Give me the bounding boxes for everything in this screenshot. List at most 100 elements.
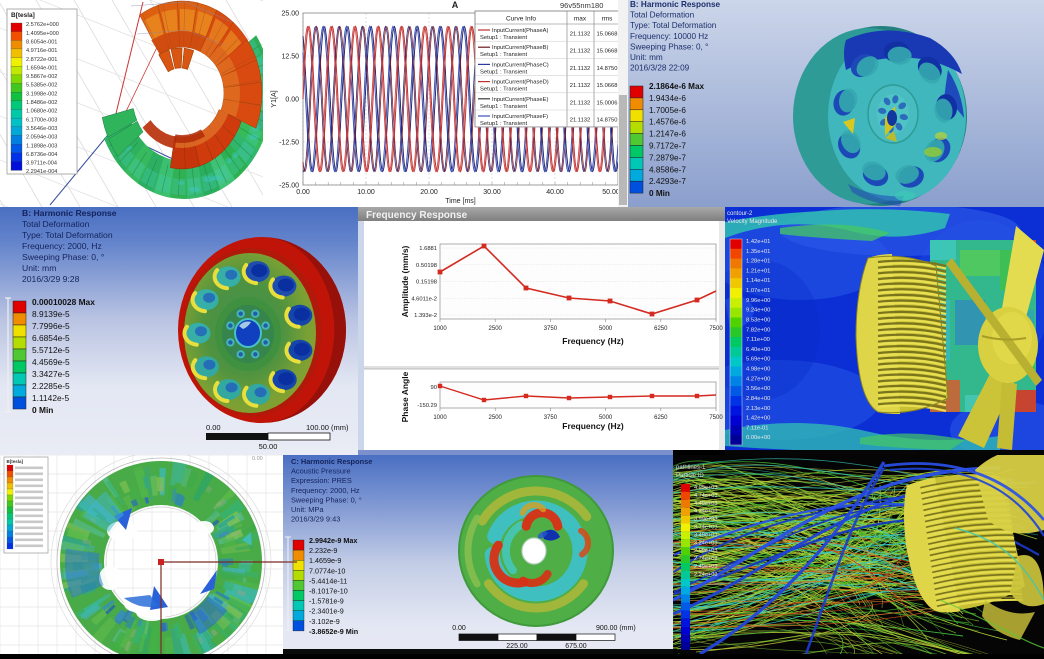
svg-text:1.07e+01: 1.07e+01: [746, 288, 770, 294]
svg-text:2.0594e-003: 2.0594e-003: [26, 135, 57, 141]
svg-text:2500: 2500: [489, 326, 503, 332]
svg-text:1.8486e-002: 1.8486e-002: [26, 100, 57, 106]
svg-text:Type: Total Deformation: Type: Total Deformation: [22, 230, 113, 240]
svg-text:2.13e+00: 2.13e+00: [746, 406, 770, 412]
svg-text:Type: Total Deformation: Type: Total Deformation: [630, 21, 717, 30]
svg-text:2.99e+03: 2.99e+03: [694, 548, 718, 554]
svg-text:1.7005e-6: 1.7005e-6: [649, 106, 686, 115]
svg-text:1.1142e-5: 1.1142e-5: [32, 393, 69, 403]
svg-text:2016/3/28 22:09: 2016/3/28 22:09: [630, 64, 690, 73]
svg-text:Phase Angle: Phase Angle: [400, 371, 410, 422]
svg-text:Frequency: 2000, Hz: Frequency: 2000, Hz: [291, 486, 360, 495]
svg-text:Sweeping Phase: 0, °: Sweeping Phase: 0, °: [22, 252, 104, 262]
svg-text:2.74e+03: 2.74e+03: [694, 556, 718, 562]
svg-text:6.6854e-5: 6.6854e-5: [32, 333, 70, 343]
svg-text:1.28e+01: 1.28e+01: [746, 259, 770, 265]
svg-text:2500: 2500: [489, 415, 503, 421]
svg-text:-1.5781e-9: -1.5781e-9: [309, 597, 344, 606]
svg-text:Amplitude (mm/s): Amplitude (mm/s): [400, 245, 410, 317]
svg-text:4.49e+03: 4.49e+03: [694, 501, 718, 507]
svg-text:0 Min: 0 Min: [32, 405, 53, 415]
svg-text:15.0668: 15.0668: [597, 32, 618, 38]
svg-text:1.393e-2: 1.393e-2: [414, 313, 437, 319]
svg-text:6250: 6250: [654, 326, 668, 332]
svg-text:Expression: PRES: Expression: PRES: [291, 476, 352, 485]
svg-text:-25.00: -25.00: [279, 182, 299, 189]
svg-text:3.49e+03: 3.49e+03: [694, 532, 718, 538]
svg-text:14.8750: 14.8750: [597, 66, 618, 72]
svg-text:3.56e+00: 3.56e+00: [746, 386, 770, 392]
svg-text:Frequency Response: Frequency Response: [366, 210, 468, 221]
svg-text:10.00: 10.00: [357, 189, 375, 196]
svg-text:50.00: 50.00: [602, 189, 620, 196]
svg-text:3.74e+03: 3.74e+03: [694, 525, 718, 531]
svg-text:50.00: 50.00: [259, 442, 278, 451]
svg-text:A: A: [452, 0, 459, 10]
svg-text:1.42e+01: 1.42e+01: [746, 239, 770, 245]
svg-text:-3.102e-9: -3.102e-9: [309, 617, 340, 626]
svg-text:1.9434e-6: 1.9434e-6: [649, 94, 686, 103]
svg-text:1.1898e-003: 1.1898e-003: [26, 143, 57, 149]
svg-text:96v55nm180: 96v55nm180: [560, 1, 603, 10]
svg-text:3.24e+03: 3.24e+03: [694, 540, 718, 546]
svg-text:-150.29: -150.29: [417, 403, 437, 409]
svg-text:B: Harmonic Response: B: Harmonic Response: [630, 0, 721, 9]
svg-text:5.5712e-5: 5.5712e-5: [32, 345, 70, 355]
svg-text:2.24e+03: 2.24e+03: [694, 572, 718, 578]
svg-text:675.00: 675.00: [565, 643, 587, 650]
svg-text:9.5867e-002: 9.5867e-002: [26, 74, 57, 80]
svg-text:1.14e+01: 1.14e+01: [746, 278, 770, 284]
svg-text:Frequency: 2000, Hz: Frequency: 2000, Hz: [22, 241, 102, 251]
svg-text:C: Harmonic Response: C: Harmonic Response: [291, 457, 372, 466]
svg-text:3.1998e-002: 3.1998e-002: [26, 91, 57, 97]
svg-text:InputCurrent(PhaseA): InputCurrent(PhaseA): [492, 28, 548, 34]
svg-text:Setup1 : Transient: Setup1 : Transient: [480, 104, 527, 110]
svg-text:1.6594e-001: 1.6594e-001: [26, 65, 57, 71]
svg-text:Setup1 : Transient: Setup1 : Transient: [480, 69, 527, 75]
svg-text:7.82e+00: 7.82e+00: [746, 327, 770, 333]
svg-text:B[tesla]: B[tesla]: [11, 12, 35, 19]
svg-text:20.00: 20.00: [420, 189, 438, 196]
svg-text:900.00 (mm): 900.00 (mm): [596, 625, 636, 632]
svg-text:9.24e+00: 9.24e+00: [746, 308, 770, 314]
svg-text:0.15198: 0.15198: [416, 280, 437, 286]
svg-text:0.00: 0.00: [285, 96, 299, 103]
svg-text:15.0668: 15.0668: [597, 83, 618, 89]
svg-text:pathlines-1: pathlines-1: [676, 465, 706, 471]
svg-text:30.00: 30.00: [483, 189, 501, 196]
svg-text:6.1700e-003: 6.1700e-003: [26, 117, 57, 123]
svg-text:4.74e+03: 4.74e+03: [694, 493, 718, 499]
svg-text:Frequency (Hz): Frequency (Hz): [562, 336, 624, 346]
svg-text:0.00: 0.00: [252, 456, 263, 462]
svg-text:-8.1017e-10: -8.1017e-10: [309, 587, 348, 596]
svg-text:2.2941e-004: 2.2941e-004: [26, 169, 57, 175]
svg-text:1.4576e-6: 1.4576e-6: [649, 118, 686, 127]
svg-text:9.7172e-7: 9.7172e-7: [649, 142, 686, 151]
svg-text:2.8722e-001: 2.8722e-001: [26, 57, 57, 63]
svg-text:7500: 7500: [709, 326, 723, 332]
svg-text:6250: 6250: [654, 415, 668, 421]
svg-text:5000: 5000: [599, 415, 613, 421]
svg-text:Total Deformation: Total Deformation: [630, 11, 695, 20]
svg-text:2.49e+03: 2.49e+03: [694, 564, 718, 570]
svg-text:4.8586e-7: 4.8586e-7: [649, 165, 686, 174]
svg-text:8.53e+00: 8.53e+00: [746, 317, 770, 323]
svg-text:Unit: mm: Unit: mm: [22, 263, 56, 273]
svg-text:4.27e+00: 4.27e+00: [746, 376, 770, 382]
svg-text:4.6011e-2: 4.6011e-2: [411, 296, 437, 302]
svg-text:Time [ms]: Time [ms]: [445, 198, 476, 205]
svg-text:3.9711e-004: 3.9711e-004: [26, 161, 57, 167]
svg-text:0.00: 0.00: [452, 625, 466, 632]
svg-text:Total Deformation: Total Deformation: [22, 219, 90, 229]
svg-text:5.69e+00: 5.69e+00: [746, 357, 770, 363]
svg-text:Sweeping Phase: 0, °: Sweeping Phase: 0, °: [630, 42, 708, 51]
svg-text:0.00: 0.00: [206, 423, 221, 432]
svg-text:7500: 7500: [709, 415, 723, 421]
svg-text:Particle ID: Particle ID: [676, 473, 704, 479]
svg-text:rms: rms: [602, 16, 614, 23]
svg-text:8.6054e-001: 8.6054e-001: [26, 39, 57, 45]
svg-text:-12.50: -12.50: [279, 139, 299, 146]
svg-text:6.40e+00: 6.40e+00: [746, 347, 770, 353]
svg-text:Frequency: 10000 Hz: Frequency: 10000 Hz: [630, 32, 708, 41]
svg-text:25.00: 25.00: [281, 10, 299, 17]
